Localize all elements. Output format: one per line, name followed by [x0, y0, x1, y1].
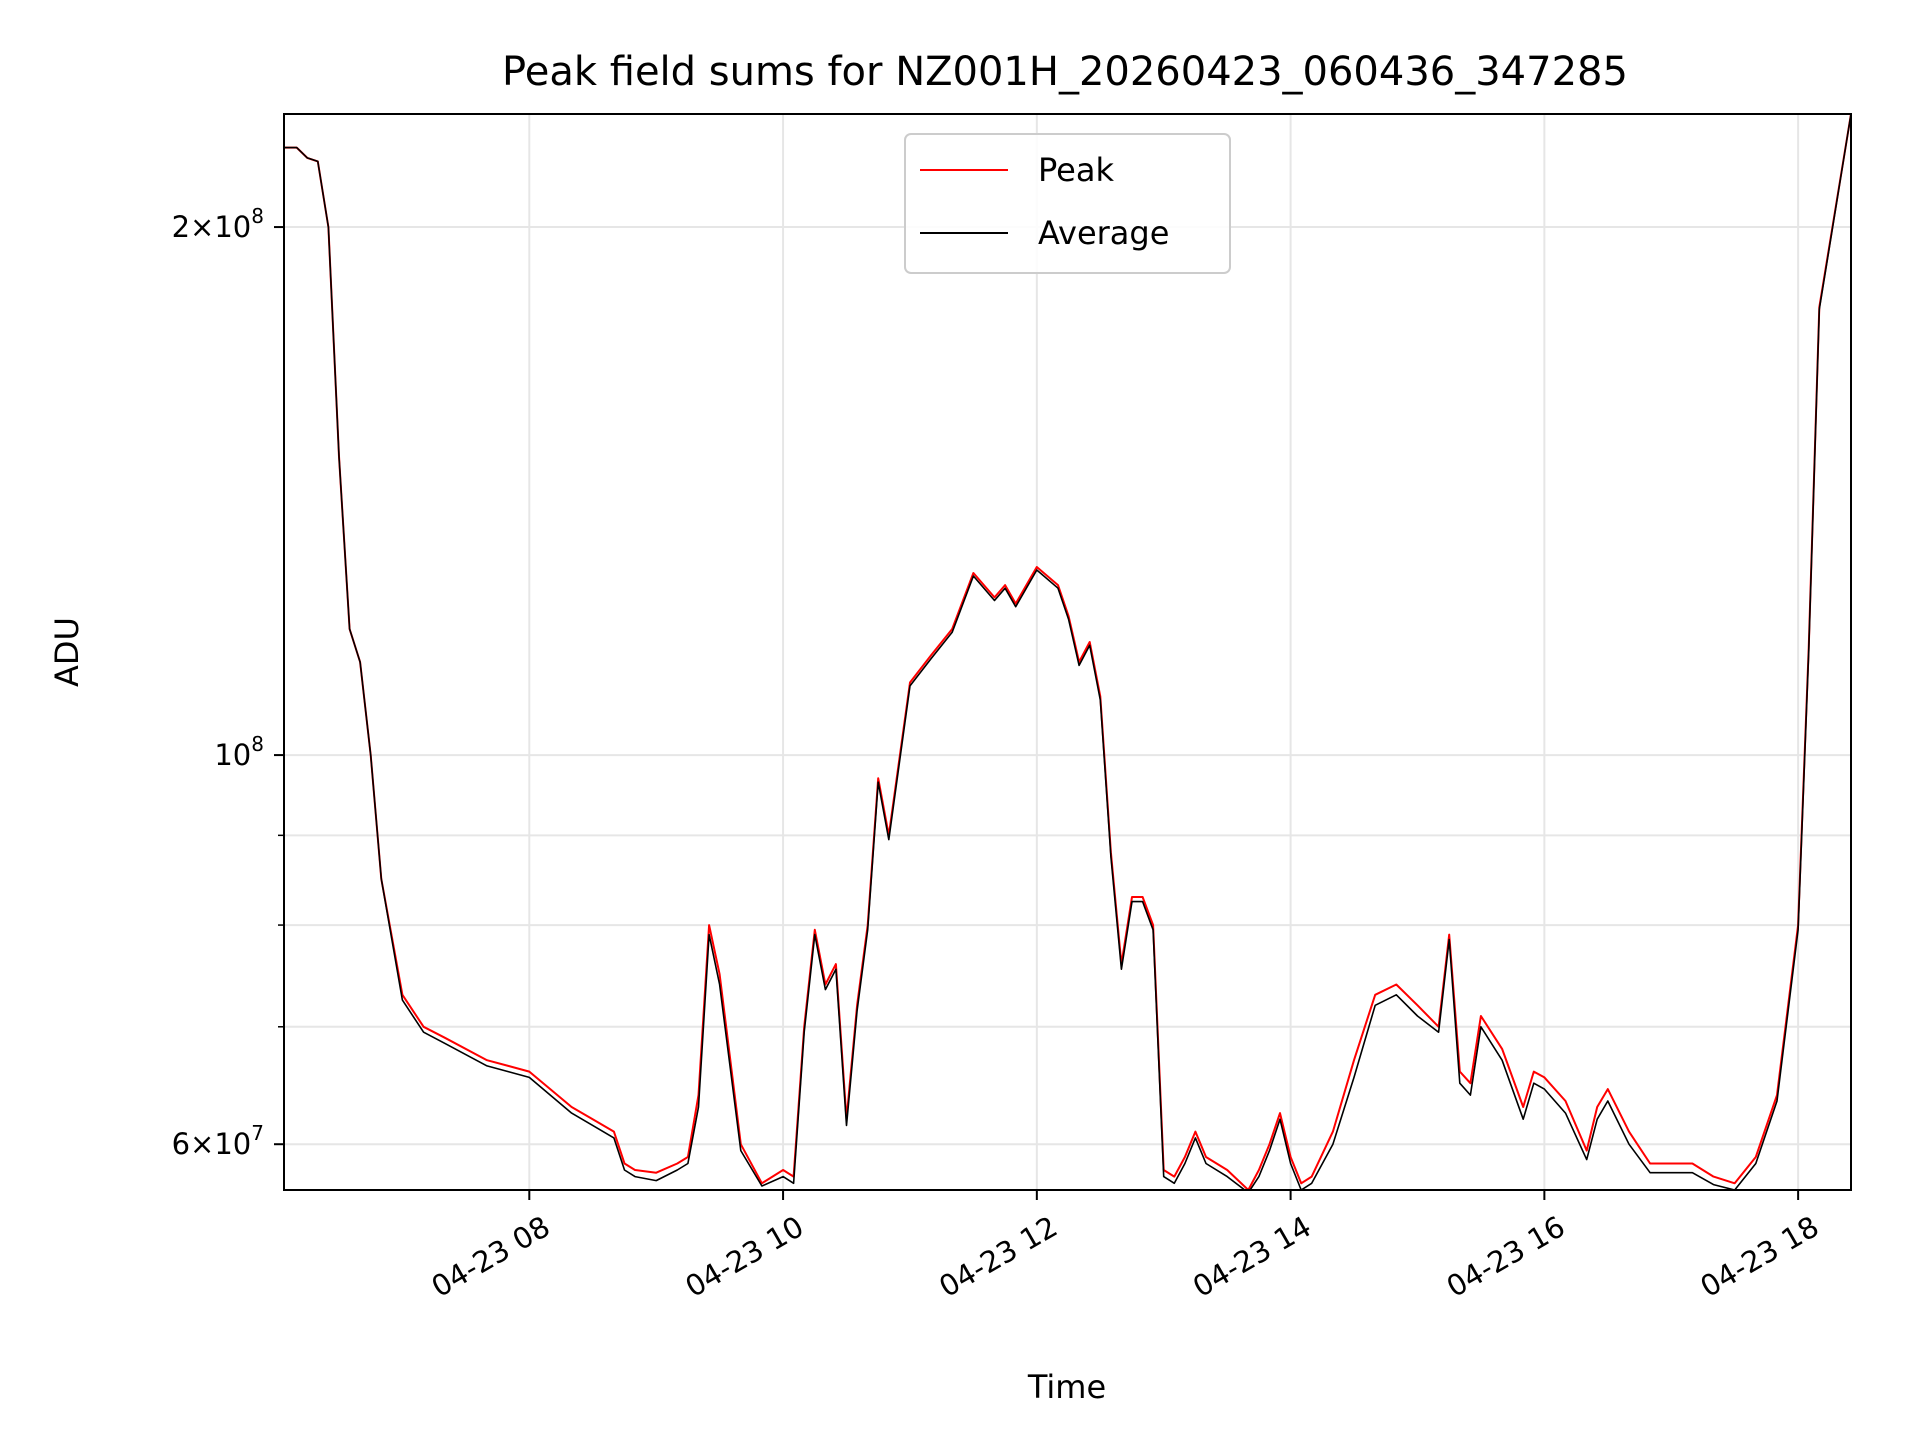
x-axis-label: Time	[1027, 1368, 1106, 1406]
legend-label-average: Average	[1038, 214, 1169, 252]
series-line-average	[284, 114, 1851, 1190]
chart-title: Peak field sums for NZ001H_20260423_0604…	[502, 49, 1628, 95]
legend: Peak Average	[904, 133, 1231, 274]
plot-lines	[284, 114, 1851, 1190]
y-axis-label: ADU	[48, 617, 86, 687]
grid	[284, 114, 1851, 1190]
legend-label-peak: Peak	[1038, 151, 1114, 189]
y-tick-label: 6×107	[172, 1121, 264, 1161]
legend-box	[904, 133, 1231, 274]
y-tick-label: 2×108	[172, 204, 264, 244]
plot-frame	[283, 113, 1852, 1191]
y-tick-label: 108	[214, 732, 264, 772]
y-axis-ticks: 6×107 108 2×108	[172, 204, 284, 1161]
